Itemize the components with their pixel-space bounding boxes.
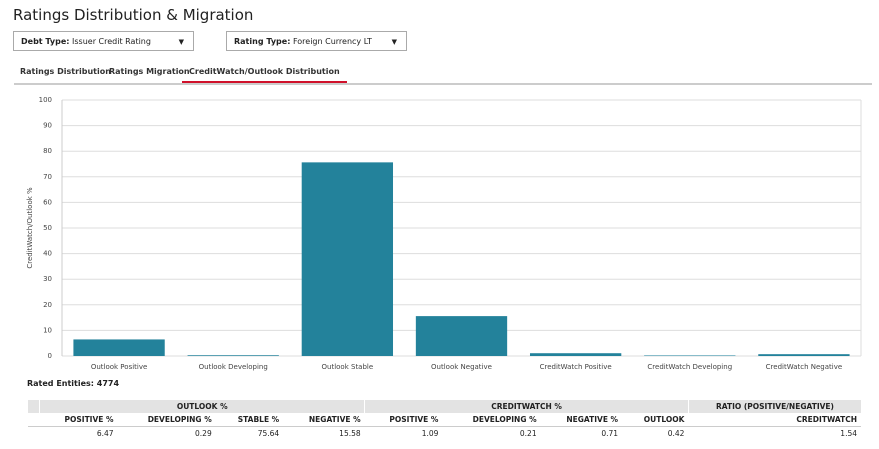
y-tick-label: 20 [43,301,52,309]
y-tick-label: 90 [43,122,52,130]
column-header: CREDITWATCH [688,413,861,427]
x-tick-label: Outlook Developing [199,363,268,371]
filter-value: Issuer Credit Rating [72,37,151,46]
filter-label: Rating Type: [234,37,291,46]
x-tick-label: CreditWatch Positive [540,363,612,371]
filter-label: Debt Type: [21,37,70,46]
y-tick-label: 80 [43,147,52,155]
cell: 1.09 [421,429,439,438]
group-row: OUTLOOK % CREDITWATCH % RATIO (POSITIVE/NE… [26,400,861,413]
bar [301,162,394,356]
tab[interactable]: Ratings Migration [109,67,190,76]
group-header: RATIO (POSITIVE/NEGATIVE) [687,400,861,413]
column-header: OUTLOOK [622,413,689,427]
y-tick-label: 100 [39,96,52,104]
cell: 1.54 [840,429,857,438]
column-header: POSITIVE % [364,413,443,427]
cell: 6.47 [96,429,114,438]
tab-bar: Ratings Distribution Ratings Migration C… [14,62,872,85]
cell: 15.58 [339,429,361,438]
rated-entities: Rated Entities: 4774 [27,379,119,388]
tab[interactable]: Ratings Distribution [20,67,111,76]
cell: 0.71 [601,429,619,438]
summary-value: 4774 [96,379,120,388]
group-header: OUTLOOK % [39,400,365,413]
x-tick-label: CreditWatch Developing [647,363,732,371]
tab-active[interactable]: CreditWatch/Outlook Distribution [182,67,347,83]
y-tick-label: 50 [43,224,52,232]
filter-value: Foreign Currency LT [292,37,372,46]
column-header: NEGATIVE % [283,413,365,427]
column-header: DEVELOPING % [117,413,216,427]
x-tick-label: Outlook Negative [431,363,492,371]
y-tick-label: 70 [43,173,52,181]
column-header: NEGATIVE % [540,413,623,427]
cell: 0.21 [519,429,537,438]
data-row: 6.47 0.29 75.64 15.58 1.09 0.21 0.71 0.42 1.54 [28,427,862,441]
summary-table: OUTLOOK % CREDITWATCH % RATIO (POSITIVE/NE… [26,400,862,441]
y-tick-label: 60 [43,198,52,206]
bar [529,353,622,356]
bar [73,339,165,356]
cell: 0.29 [195,429,212,438]
spacer-cell [27,413,40,427]
header-row: POSITIVE % DEVELOPING % STABLE % NEGATIVE %… [27,413,861,427]
bar [187,355,279,356]
page-title: Ratings Distribution & Migration [13,6,254,24]
column-header: DEVELOPING % [442,413,541,427]
column-header: POSITIVE % [39,413,118,427]
y-tick-label: 40 [43,250,52,258]
cell: 0.42 [667,429,685,438]
summary-label: Rated Entities: [27,379,94,388]
bar [758,354,850,356]
debt-type-dropdown[interactable]: Debt Type: Issuer Credit Rating ▼ [13,31,194,51]
y-tick-label: 0 [48,352,52,360]
chart: CreditWatch/Outlook % 0 10 20 30 40 50 60 70 80 9… [26,96,862,371]
x-tick-label: Outlook Positive [91,363,147,371]
spacer-cell [26,400,40,413]
bar [415,316,508,356]
y-tick-label: 10 [43,326,52,334]
x-tick-label: CreditWatch Negative [766,363,842,371]
y-tick-label: 30 [43,275,52,283]
y-axis-label: CreditWatch/Outlook % [26,187,34,269]
bar [644,355,736,356]
cell: 75.64 [257,429,280,438]
column-header: STABLE % [215,413,284,427]
rating-type-dropdown[interactable]: Rating Type: Foreign Currency LT ▼ [226,31,407,51]
group-header: CREDITWATCH % [364,400,689,413]
x-tick-label: Outlook Stable [322,363,374,371]
